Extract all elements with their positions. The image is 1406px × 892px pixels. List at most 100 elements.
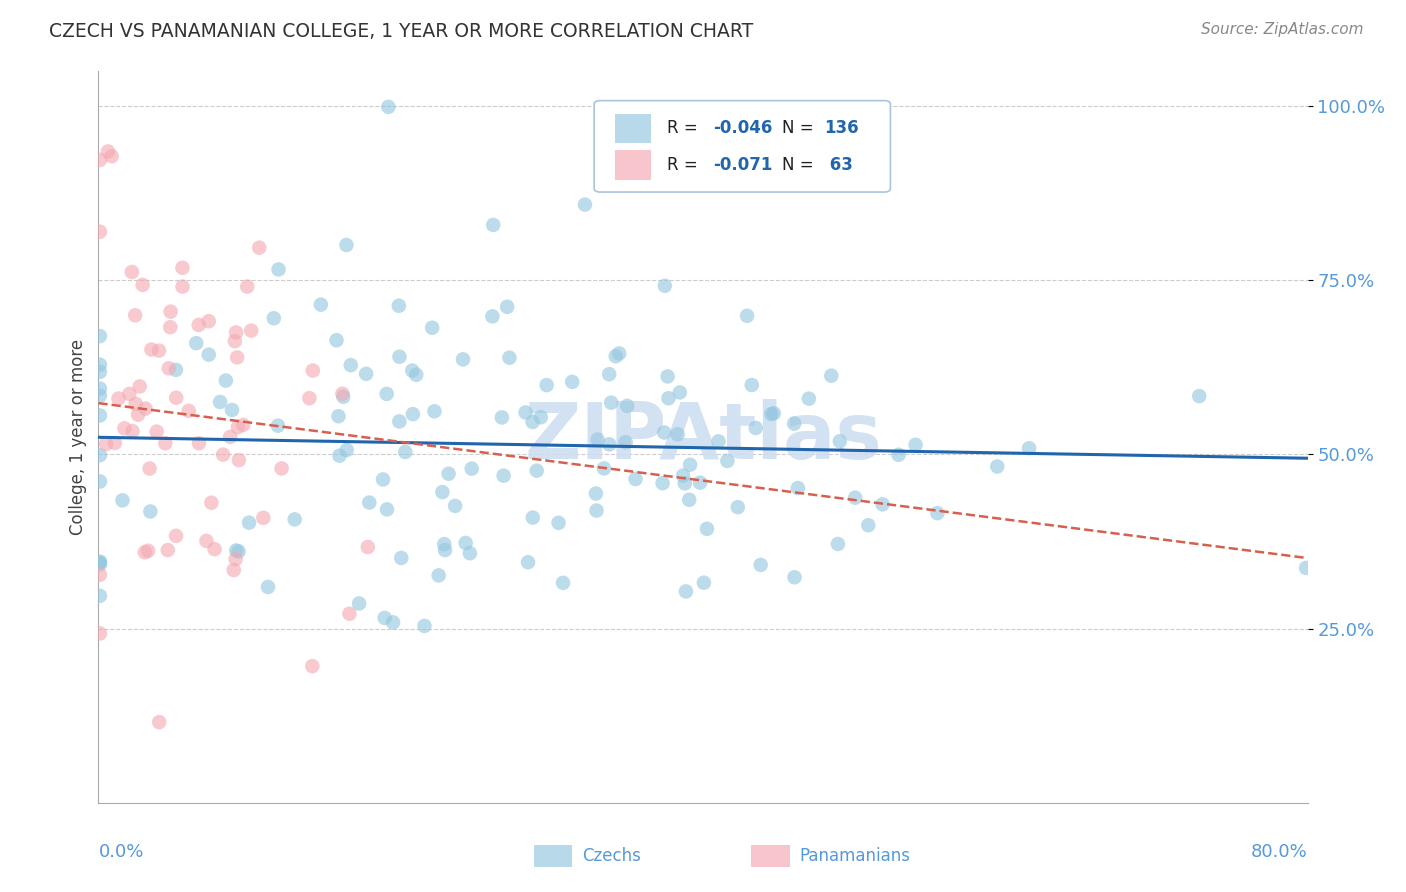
Point [761, 407, 783, 421]
Point [354, 367, 377, 381]
Point [585, 503, 607, 517]
Point [89, 153, 111, 167]
Point [188, 436, 211, 450]
Point [134, 401, 156, 416]
Point [89, 448, 111, 462]
Text: CZECH VS PANAMANIAN COLLEGE, 1 YEAR OR MORE CORRELATION CHART: CZECH VS PANAMANIAN COLLEGE, 1 YEAR OR M… [49, 22, 754, 41]
Point [177, 404, 200, 418]
Point [172, 260, 194, 275]
Point [605, 349, 627, 363]
Point [89, 567, 111, 582]
Point [97, 145, 120, 159]
Point [124, 308, 146, 322]
Point [551, 575, 574, 590]
Point [574, 197, 596, 211]
Point [536, 378, 558, 392]
Point [461, 461, 484, 475]
Point [388, 414, 411, 428]
Point [309, 298, 332, 312]
Point [156, 543, 179, 558]
Point [128, 379, 150, 393]
Point [195, 533, 218, 548]
Point [247, 241, 270, 255]
Point [134, 545, 156, 559]
Point [89, 555, 111, 569]
Point [433, 537, 456, 551]
Point [827, 537, 849, 551]
Point [727, 500, 749, 515]
Point [678, 492, 700, 507]
Point [89, 558, 111, 572]
Point [437, 467, 460, 481]
Point [159, 304, 181, 318]
Text: R =: R = [666, 120, 703, 137]
Point [212, 448, 235, 462]
Point [401, 363, 423, 377]
Point [651, 476, 673, 491]
Point [225, 543, 247, 558]
Point [225, 552, 247, 566]
Point [225, 326, 247, 340]
Point [371, 472, 394, 486]
Point [607, 346, 630, 360]
Point [89, 475, 111, 489]
Point [828, 434, 851, 449]
Point [89, 409, 111, 423]
Point [374, 611, 396, 625]
Point [1188, 389, 1211, 403]
Text: Source: ZipAtlas.com: Source: ZipAtlas.com [1201, 22, 1364, 37]
Point [228, 453, 250, 467]
Point [526, 464, 548, 478]
Point [89, 225, 111, 239]
Point [614, 435, 637, 450]
Point [454, 536, 477, 550]
FancyBboxPatch shape [595, 101, 890, 192]
Point [707, 434, 730, 449]
Point [858, 518, 880, 533]
Point [600, 395, 623, 409]
Point [1018, 442, 1040, 456]
Point [240, 324, 263, 338]
Point [186, 336, 208, 351]
Point [165, 529, 187, 543]
Point [121, 265, 143, 279]
Text: ZIPAtlas: ZIPAtlas [524, 399, 882, 475]
Y-axis label: College, 1 year or more: College, 1 year or more [69, 339, 87, 535]
Point [522, 415, 544, 429]
Point [388, 350, 411, 364]
Point [224, 334, 246, 348]
Point [451, 352, 474, 367]
Text: N =: N = [782, 120, 818, 137]
Point [121, 424, 143, 438]
Point [335, 238, 357, 252]
Point [298, 391, 321, 405]
Point [232, 417, 254, 432]
Point [696, 522, 718, 536]
Point [515, 405, 537, 419]
Point [496, 300, 519, 314]
Point [749, 558, 772, 572]
Point [657, 391, 679, 405]
Point [598, 368, 620, 382]
Point [89, 626, 111, 640]
Point [336, 442, 359, 457]
Point [654, 278, 676, 293]
Point [139, 504, 162, 518]
Point [693, 575, 716, 590]
Point [427, 568, 450, 582]
Point [222, 563, 245, 577]
Point [267, 418, 290, 433]
Point [89, 382, 111, 396]
Point [434, 543, 457, 558]
Point [197, 314, 219, 328]
Text: N =: N = [782, 156, 818, 174]
Point [673, 476, 696, 491]
Text: Panamanians: Panamanians [800, 847, 911, 865]
Point [394, 445, 416, 459]
Point [219, 430, 242, 444]
Point [141, 343, 163, 357]
Point [517, 555, 540, 569]
Point [226, 351, 249, 365]
Point [482, 218, 505, 232]
Point [561, 375, 583, 389]
